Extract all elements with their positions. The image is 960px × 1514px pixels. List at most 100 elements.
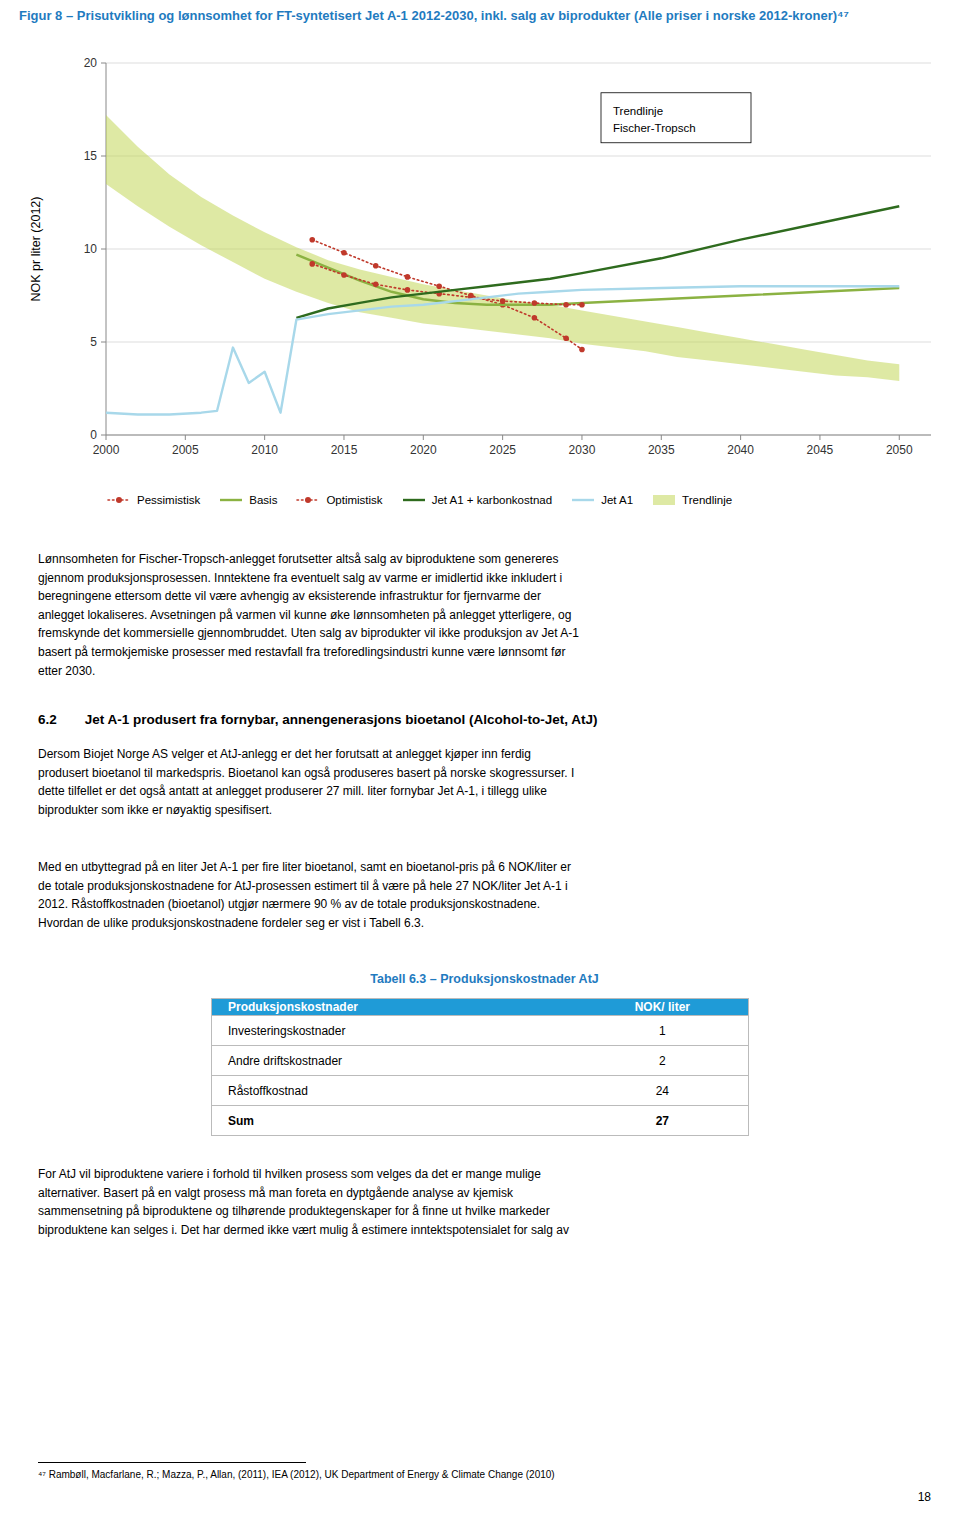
y-axis-label: NOK pr liter (2012) (29, 197, 43, 302)
y-tick-label: 15 (84, 149, 98, 163)
axes: 0510152020002005201020152020202520302035… (29, 56, 931, 457)
series-point (563, 335, 569, 341)
annotation-text: Trendlinje Fischer-Tropsch (613, 105, 696, 134)
table-row: Sum27 (212, 1106, 749, 1136)
legend-label: Jet A1 + karbonkostnad (432, 494, 553, 506)
body-text: Dersom Biojet Norge AS velger et AtJ-anl… (38, 745, 931, 819)
legend-swatch-line (572, 499, 594, 501)
x-tick (899, 435, 900, 440)
footnote: ⁴⁷ Rambøll, Macfarlane, R.; Mazza, P., A… (38, 1469, 931, 1480)
series-point (436, 283, 442, 289)
legend-item: Pessimistisk (106, 494, 200, 506)
x-tick-label: 2005 (172, 443, 199, 457)
x-tick (819, 435, 820, 440)
x-tick (661, 435, 662, 440)
table: ProduksjonskostnaderNOK/ literInvesterin… (211, 998, 749, 1136)
annotation-line: Trendlinje (613, 105, 663, 117)
y-tick (101, 342, 106, 343)
series-point (579, 302, 585, 308)
table-cell: Andre driftskostnader (212, 1046, 577, 1076)
table-cell: 1 (577, 1016, 749, 1046)
legend-label: Jet A1 (601, 494, 633, 506)
chart: 0510152020002005201020152020202520302035… (0, 55, 960, 485)
legend-swatch-line (403, 499, 425, 501)
page-number: 18 (918, 1490, 931, 1504)
body-text: For AtJ vil biproduktene variere i forho… (38, 1165, 931, 1239)
table-header-row: ProduksjonskostnaderNOK/ liter (212, 999, 749, 1016)
series-point (341, 250, 347, 256)
series-point (532, 300, 538, 306)
x-tick-label: 2020 (410, 443, 437, 457)
table-row: Råstoffkostnad24 (212, 1076, 749, 1106)
legend-swatch (401, 494, 427, 506)
grid-line (106, 156, 931, 157)
legend-label: Basis (249, 494, 277, 506)
grid-line (106, 435, 931, 436)
legend-item: Jet A1 (570, 494, 633, 506)
grid-line (106, 63, 931, 64)
legend-item: Basis (218, 494, 277, 506)
title: Figur 8 – Prisutvikling og lønnsomhet fo… (19, 8, 941, 25)
x-tick-label: 2010 (251, 443, 278, 457)
page: Figur 8 – Prisutvikling og lønnsomhet fo… (0, 0, 960, 1514)
legend-swatch (218, 494, 244, 506)
series-point (579, 347, 585, 353)
section-number: 6.2 (38, 712, 57, 727)
y-tick (101, 156, 106, 157)
x-tick (343, 435, 344, 440)
series-point (373, 282, 379, 288)
x-tick (106, 435, 107, 440)
table-cell: Råstoffkostnad (212, 1076, 577, 1106)
y-tick (101, 249, 106, 250)
series-line (312, 240, 582, 350)
y-tick-label: 20 (84, 56, 98, 70)
annotation: Trendlinje Fischer-Tropsch (601, 93, 751, 143)
x-tick-label: 2040 (727, 443, 754, 457)
x-tick (502, 435, 503, 440)
series-line (106, 286, 899, 414)
series-point (563, 302, 569, 308)
table-row: Investeringskostnader1 (212, 1016, 749, 1046)
y-tick-label: 10 (84, 242, 98, 256)
legend-item: Optimistisk (295, 494, 382, 506)
body-text: Med en utbyttegrad på en liter Jet A-1 p… (38, 858, 931, 932)
legend-swatch-marker (116, 497, 122, 503)
x-tick-label: 2000 (93, 443, 120, 457)
body-text: Lønnsomheten for Fischer-Tropsch-anlegge… (38, 550, 931, 680)
trend-band (106, 115, 899, 381)
table-header-cell: NOK/ liter (577, 999, 749, 1016)
y-tick-label: 5 (90, 335, 97, 349)
series-line (296, 206, 899, 318)
grid-line (106, 342, 931, 343)
x-tick (264, 435, 265, 440)
y-tick-label: 0 (90, 428, 97, 442)
y-tick (101, 435, 106, 436)
x-tick-label: 2035 (648, 443, 675, 457)
table-title: Tabell 6.3 – Produksjonskostnader AtJ (38, 972, 931, 986)
series-line (312, 264, 582, 305)
annotation-box (601, 93, 751, 143)
legend-swatch (651, 494, 677, 506)
section-text: Jet A-1 produsert fra fornybar, annengen… (85, 712, 598, 727)
series-point (405, 287, 411, 293)
legend-label: Trendlinje (682, 494, 732, 506)
series-point (405, 274, 411, 280)
table-cell: 27 (577, 1106, 749, 1136)
x-tick-label: 2015 (331, 443, 358, 457)
legend-label: Pessimistisk (137, 494, 200, 506)
x-axis-line (106, 435, 931, 436)
table-cell: Sum (212, 1106, 577, 1136)
x-tick (740, 435, 741, 440)
x-tick-label: 2050 (886, 443, 913, 457)
table-head: ProduksjonskostnaderNOK/ liter (212, 999, 749, 1016)
legend-swatch (106, 494, 132, 506)
legend-swatch-area (653, 495, 675, 505)
y-tick (101, 63, 106, 64)
table-header-cell: Produksjonskostnader (212, 999, 577, 1016)
annotation-line: Fischer-Tropsch (613, 122, 696, 134)
x-tick (581, 435, 582, 440)
series-point (500, 298, 506, 304)
series-point (309, 237, 315, 243)
x-tick-label: 2025 (489, 443, 516, 457)
series-point (341, 272, 347, 278)
